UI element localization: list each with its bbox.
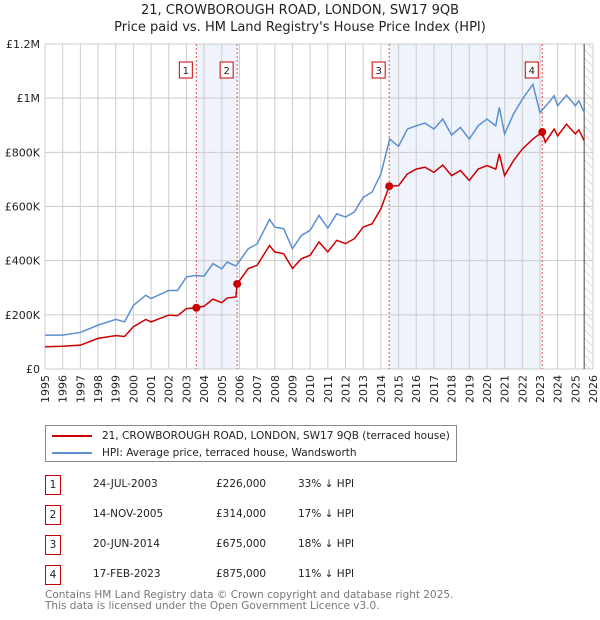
sale-number: 4 <box>45 565 61 585</box>
x-tick-label: 2008 <box>269 375 282 403</box>
x-tick-label: 2024 <box>552 375 565 403</box>
x-tick-label: 2014 <box>375 375 388 403</box>
x-tick-label: 2023 <box>534 375 547 403</box>
sale-hpi-diff: 17% ↓ HPI <box>298 508 355 520</box>
y-tick-label: £1.2M <box>6 38 40 51</box>
x-tick-label: 2007 <box>251 375 264 403</box>
legend-label-property: 21, CROWBOROUGH ROAD, LONDON, SW17 9QB (… <box>102 430 450 442</box>
sale-label: 2 <box>223 66 229 77</box>
sale-label-box <box>219 61 234 79</box>
x-tick-label: 2022 <box>516 375 529 403</box>
sale-label: 3 <box>375 66 381 77</box>
legend-swatch-property <box>52 435 92 437</box>
x-tick-label: 1997 <box>74 375 87 403</box>
sale-price: £675,000 <box>216 538 267 550</box>
sale-date: 24-JUL-2003 <box>93 478 158 490</box>
x-tick-label: 2002 <box>163 375 176 403</box>
legend-item-property: 21, CROWBOROUGH ROAD, LONDON, SW17 9QB (… <box>46 428 450 444</box>
x-tick-label: 2000 <box>127 375 140 403</box>
x-tick-label: 1998 <box>92 375 105 403</box>
legend: 21, CROWBOROUGH ROAD, LONDON, SW17 9QB (… <box>45 425 457 462</box>
x-tick-label: 2005 <box>216 375 229 403</box>
sale-label-box <box>371 61 386 79</box>
x-tick-label: 2017 <box>428 375 441 403</box>
x-tick-label: 2016 <box>410 375 423 403</box>
y-tick-label: £600K <box>5 201 41 214</box>
series-line-property <box>44 122 585 348</box>
sale-price: £875,000 <box>216 568 267 580</box>
sale-price: £314,000 <box>216 508 267 520</box>
chart-subtitle: Price paid vs. HM Land Registry's House … <box>114 20 486 35</box>
x-tick-label: 2006 <box>233 375 246 403</box>
x-tick-label: 2003 <box>180 375 193 403</box>
x-tick-label: 2011 <box>322 375 335 403</box>
x-tick-label: 2012 <box>340 375 353 403</box>
sale-point <box>192 303 201 312</box>
x-tick-label: 2004 <box>198 375 211 403</box>
legend-item-hpi: HPI: Average price, terraced house, Wand… <box>46 445 357 461</box>
sale-label: 1 <box>183 66 189 77</box>
y-tick-label: £0 <box>26 363 40 376</box>
sale-number: 3 <box>45 535 61 555</box>
footer-line-1: Contains HM Land Registry data © Crown c… <box>45 589 454 601</box>
legend-label-hpi: HPI: Average price, terraced house, Wand… <box>102 447 357 459</box>
x-tick-label: 2021 <box>499 375 512 403</box>
chart-title: 21, CROWBOROUGH ROAD, LONDON, SW17 9QB <box>140 3 460 18</box>
sale-number: 2 <box>45 505 61 525</box>
sale-date: 20-JUN-2014 <box>93 538 160 550</box>
sale-date: 14-NOV-2005 <box>93 508 164 520</box>
sale-point <box>538 128 547 137</box>
sale-label-box <box>524 61 539 79</box>
y-tick-label: £1M <box>17 92 41 105</box>
sale-date: 17-FEB-2023 <box>93 568 161 580</box>
x-tick-label: 2013 <box>357 375 370 403</box>
sale-price: £226,000 <box>216 478 267 490</box>
y-tick-label: £800K <box>5 146 41 159</box>
sale-label: 4 <box>529 66 535 77</box>
sale-point <box>385 182 394 191</box>
y-tick-label: £200K <box>5 309 41 322</box>
series-line-hpi <box>45 82 585 336</box>
x-tick-label: 2019 <box>463 375 476 403</box>
x-tick-label: 2001 <box>145 375 158 403</box>
sale-hpi-diff: 11% ↓ HPI <box>298 568 355 580</box>
x-tick-label: 2020 <box>481 375 494 403</box>
x-tick-label: 2010 <box>304 375 317 403</box>
sale-point <box>233 279 242 288</box>
sale-number: 1 <box>45 475 61 495</box>
sale-hpi-diff: 18% ↓ HPI <box>298 538 355 550</box>
footer-line-2: This data is licensed under the Open Gov… <box>45 600 380 612</box>
legend-swatch-hpi <box>52 452 92 454</box>
price-chart: 1995 1996 1997 1998 1999 2000 2001 2002 2003 2004… <box>5 38 600 403</box>
sale-label-box <box>178 61 193 79</box>
x-tick-label: 2026 <box>587 375 600 403</box>
x-tick-label: 2025 <box>569 375 582 403</box>
sale-hpi-diff: 33% ↓ HPI <box>298 478 355 490</box>
x-tick-label: 2015 <box>393 375 406 403</box>
y-tick-label: £400K <box>5 255 41 268</box>
x-tick-label: 2009 <box>286 375 299 403</box>
x-tick-label: 2018 <box>446 375 459 403</box>
x-tick-label: 1996 <box>57 375 70 403</box>
x-tick-label: 1999 <box>110 375 123 403</box>
x-tick-label: 1995 <box>39 375 52 403</box>
